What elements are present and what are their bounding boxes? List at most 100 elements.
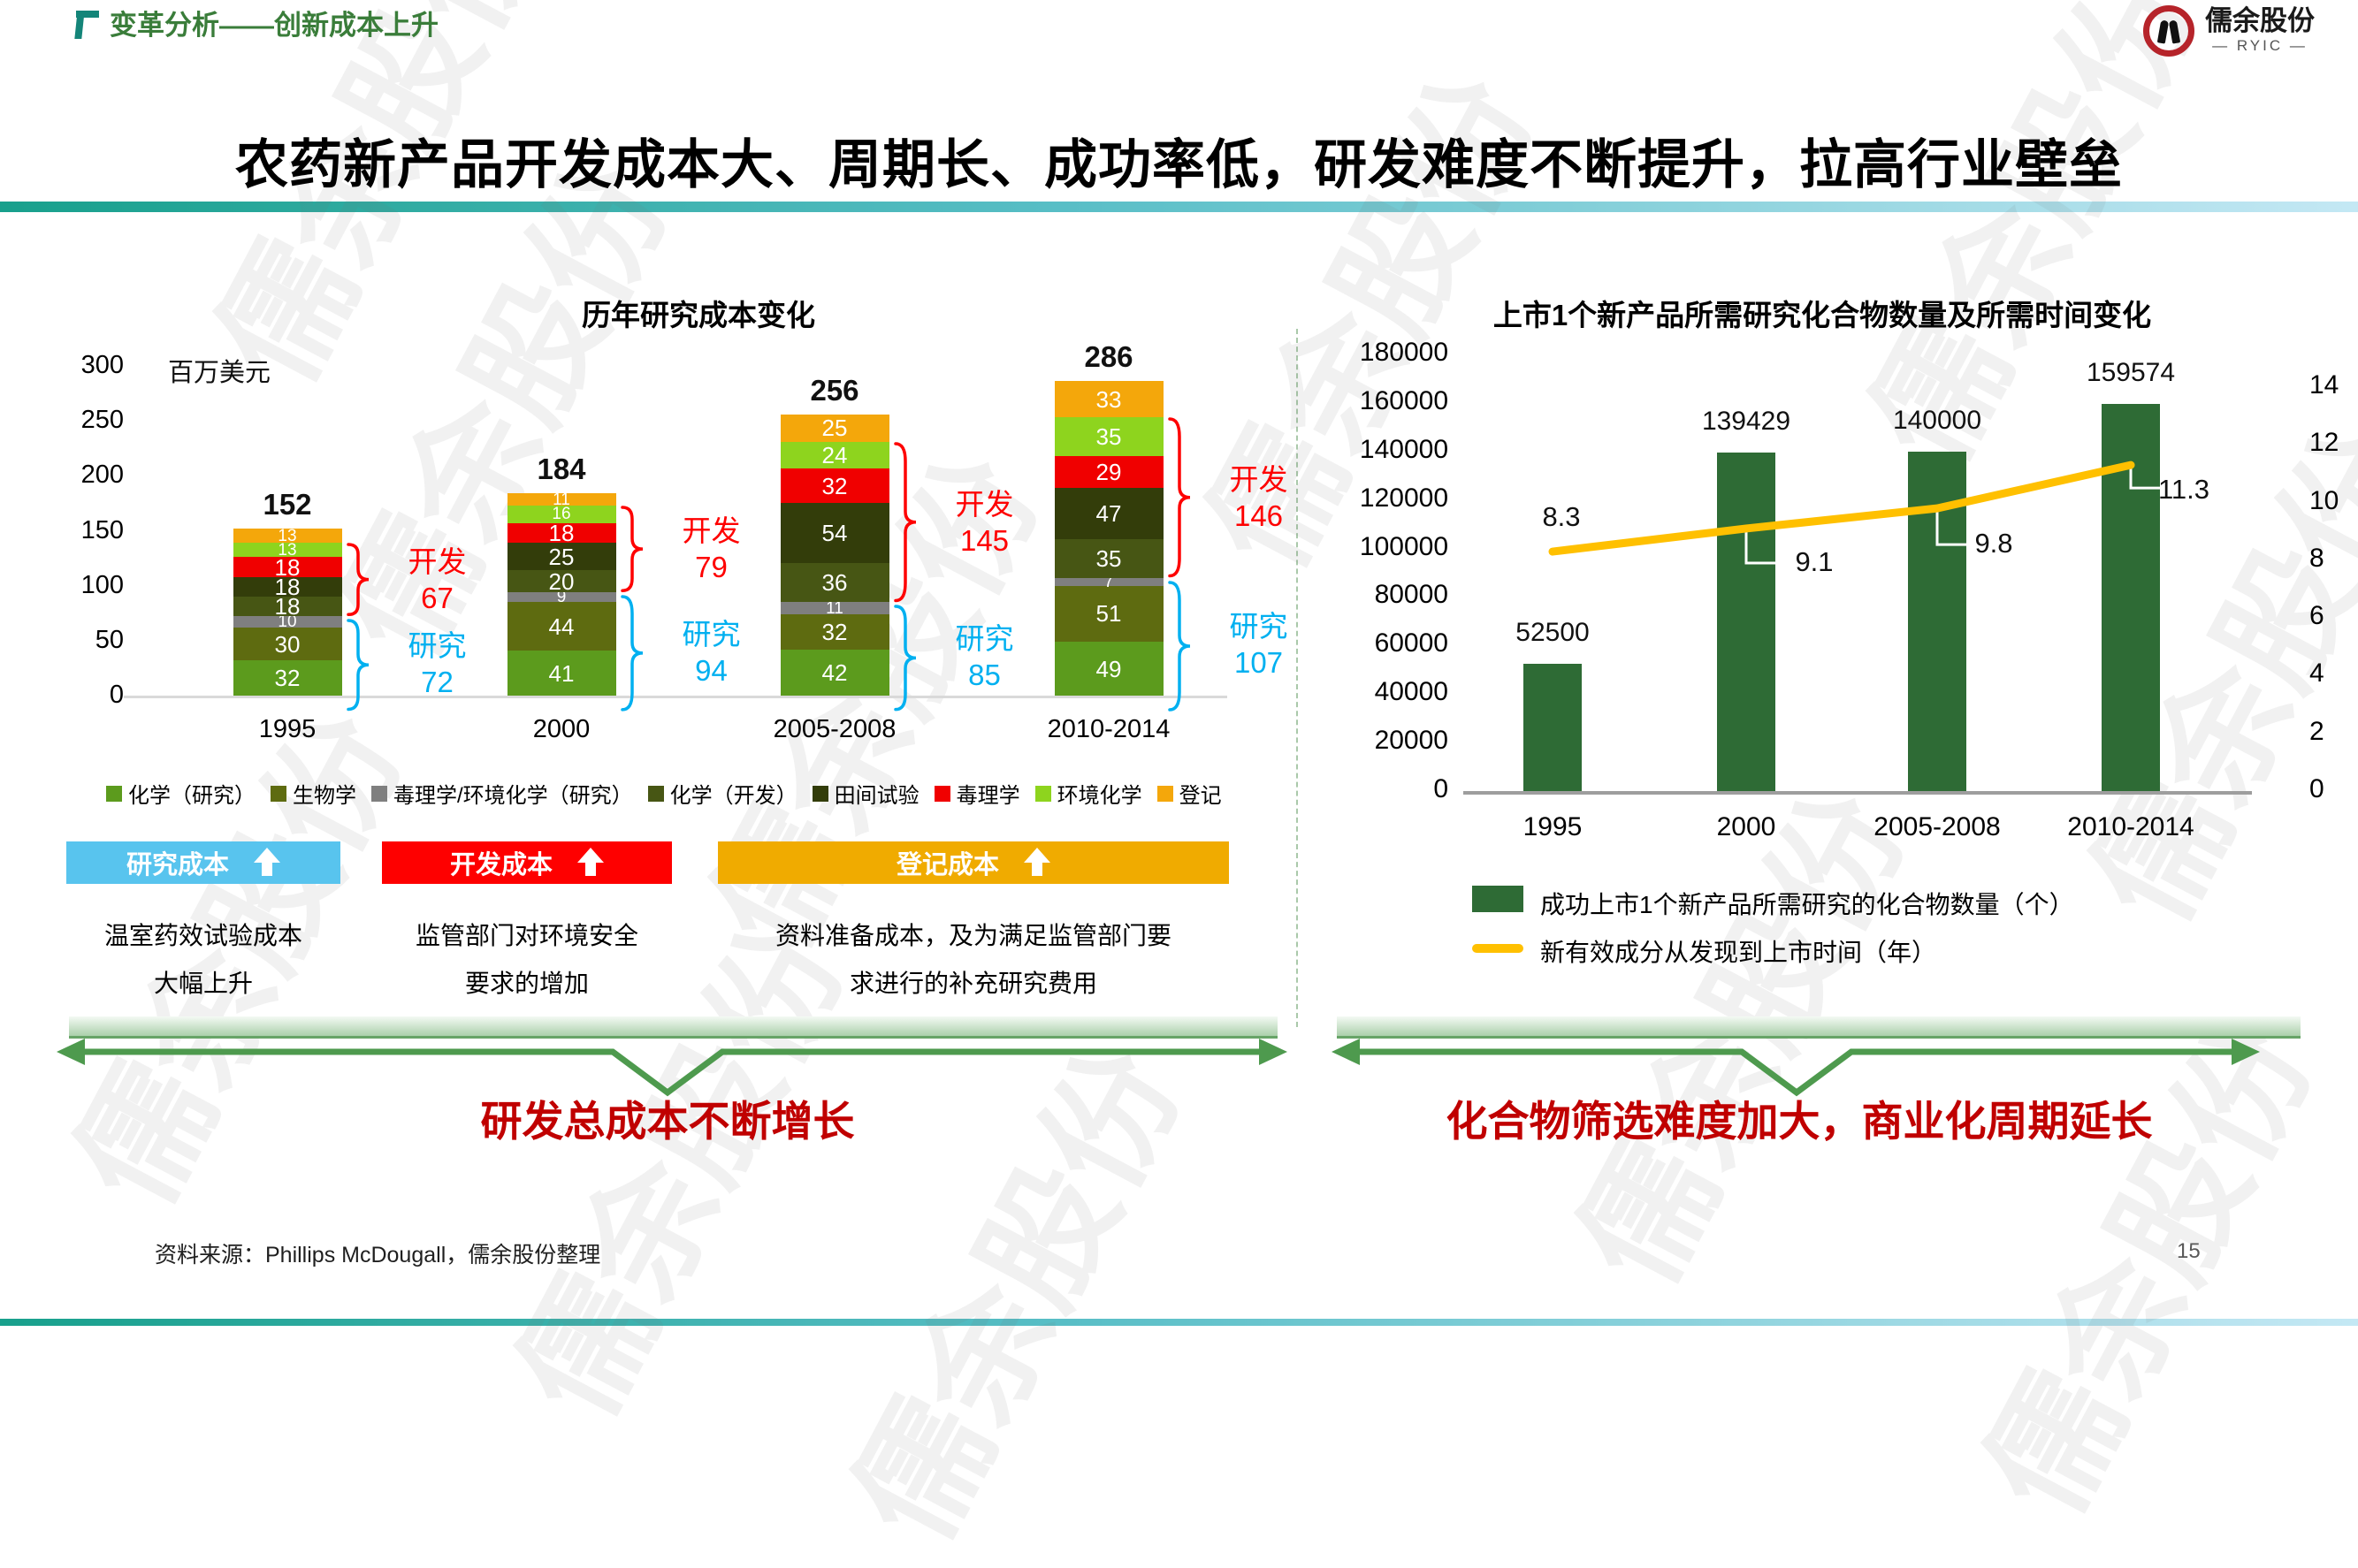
bar-segment: 35: [1054, 417, 1164, 456]
logo-subtitle: — RYIC —: [2212, 37, 2308, 54]
slide-canvas: 变革分析——创新成本上升 儒余股份 — RYIC — 农药新产品开发成本大、周期…: [0, 0, 2358, 1326]
legend-swatch: [1034, 785, 1051, 802]
legend-item: 登记: [1156, 778, 1222, 809]
legend-label: 生物学: [293, 784, 356, 808]
left-chart-xtick: 2010-2014: [1047, 715, 1171, 743]
bar-total-label: 286: [1084, 340, 1133, 374]
bar-segment: 47: [1054, 488, 1164, 540]
bar-segment: 32: [780, 613, 889, 650]
right-chart-left-ytick: 120000: [1359, 483, 1448, 513]
right-chart-right-ytick: 6: [2309, 601, 2324, 631]
right-chart-right-ytick: 2: [2309, 716, 2324, 746]
right-chart-left-ytick: 80000: [1374, 580, 1448, 610]
bar-segment: 18: [507, 521, 616, 544]
bar-segment: 13: [233, 542, 342, 559]
right-chart-left-ytick: 140000: [1359, 434, 1448, 464]
desc-line: 监管部门对环境安全: [415, 922, 638, 949]
legend-item: 毒理学/环境化学（研究）: [371, 778, 633, 809]
right-chart-xtick: 2000: [1716, 812, 1776, 841]
legend-label: 毒理学/环境化学（研究）: [393, 784, 633, 808]
res-annotation: 研究 107: [1229, 610, 1288, 680]
dev-annotation: 开发 79: [682, 514, 741, 584]
res-annotation: 研究 85: [955, 622, 1014, 692]
right-chart-left-ytick: 20000: [1374, 726, 1448, 756]
right-chart-right-ytick: 14: [2309, 370, 2339, 400]
left-chart-xtick: 2005-2008: [773, 715, 897, 743]
res-annotation: 研究 94: [682, 617, 741, 687]
bar-value-label: 140000: [1892, 405, 1982, 435]
company-logo: 儒余股份 — RYIC —: [2143, 5, 2315, 57]
left-chart-ytick: 200: [80, 461, 124, 490]
legend-swatch: [371, 785, 387, 802]
label-leader-line: [2129, 468, 2162, 490]
right-legend-bar-label: 成功上市1个新产品所需研究的化合物数量（个）: [1540, 891, 2074, 918]
bar-segment: 44: [507, 602, 616, 651]
bar-segment: 9: [507, 589, 616, 605]
bar-segment: 20: [507, 570, 616, 593]
bar-segment: 25: [507, 543, 616, 571]
logo-figure-icon: [2156, 19, 2170, 44]
legend-swatch: [106, 785, 122, 802]
bar-segment: 18: [233, 595, 342, 619]
breadcrumb: 变革分析——创新成本上升: [76, 11, 439, 41]
annotation-brace: [893, 605, 916, 712]
right-chart-right-ytick: 0: [2309, 774, 2324, 803]
right-chart-right-ytick: 12: [2309, 428, 2339, 458]
bar-segment: 41: [507, 651, 616, 696]
desc-line: 大幅上升: [153, 970, 253, 997]
right-legend-line-swatch: [1472, 944, 1523, 953]
left-chart-ytick: 250: [80, 406, 124, 435]
left-chart-title: 历年研究成本变化: [582, 299, 815, 331]
legend-label: 登记: [1179, 784, 1222, 808]
bar-segment: 29: [1054, 455, 1164, 488]
logo-ring-icon: [2143, 5, 2194, 57]
bar-segment: 36: [780, 562, 889, 603]
legend-item: 化学（研究）: [106, 778, 256, 809]
bar-segment: 11: [780, 600, 889, 616]
legend-label: 环境化学: [1057, 784, 1142, 808]
bar-segment: 32: [780, 468, 889, 504]
line-value-label: 9.8: [1974, 528, 2013, 559]
legend-item: 毒理学: [934, 778, 1020, 809]
banner-development-cost: 开发成本: [382, 841, 672, 884]
dev-annotation: 开发 145: [955, 487, 1014, 557]
right-chart-left-ytick: 0: [1433, 774, 1448, 803]
annotation-brace: [1167, 581, 1190, 712]
right-chart-left-ytick: 60000: [1374, 628, 1448, 658]
legend-swatch: [1156, 785, 1173, 802]
right-chart-left-ytick: 100000: [1359, 531, 1448, 561]
up-arrow-icon: [254, 848, 280, 878]
bar-segment: 18: [233, 555, 342, 579]
left-chart-xtick: 2000: [532, 715, 591, 743]
desc-line: 要求的增加: [464, 970, 589, 997]
bar-total-label: 152: [263, 488, 312, 521]
desc-line: 求进行的补充研究费用: [849, 970, 1097, 997]
legend-item: 化学（开发）: [647, 778, 797, 809]
logo-name: 儒余股份: [2205, 5, 2315, 36]
bar-total-label: 256: [810, 373, 859, 407]
legend-label: 化学（研究）: [128, 784, 256, 808]
right-chart-xtick: 2005-2008: [1873, 812, 2001, 841]
banner-description: 监管部门对环境安全 要求的增加: [253, 912, 801, 1008]
divider-band: [1337, 1016, 2301, 1039]
line-value-label: 8.3: [1542, 501, 1581, 533]
bar-segment: 35: [1054, 539, 1164, 578]
breadcrumb-label: 变革分析——创新成本上升: [110, 10, 439, 41]
up-arrow-icon: [1024, 848, 1050, 878]
banner-label: 登记成本: [896, 851, 999, 879]
bar-segment: 42: [780, 649, 889, 696]
bar-value-label: 159574: [2086, 358, 2176, 388]
annotation-brace: [346, 543, 369, 617]
banner-research-cost: 研究成本: [66, 841, 340, 884]
source-note: 资料来源：Phillips McDougall，儒余股份整理: [155, 1243, 601, 1267]
logo-figure-icon: [2168, 19, 2181, 44]
bar-segment: 24: [780, 441, 889, 468]
legend-item: 田间试验: [812, 778, 920, 809]
page-title: 农药新产品开发成本大、周期长、成功率低，研发难度不断提升，拉高行业壁垒: [235, 135, 2123, 194]
line-value-label: 11.3: [2157, 474, 2210, 506]
right-chart-left-ytick: 180000: [1359, 338, 1448, 367]
banner-registration-cost: 登记成本: [718, 841, 1229, 884]
right-chart-right-ytick: 4: [2309, 658, 2324, 689]
legend-swatch: [271, 785, 286, 802]
left-chart-ytick: 300: [80, 351, 124, 379]
